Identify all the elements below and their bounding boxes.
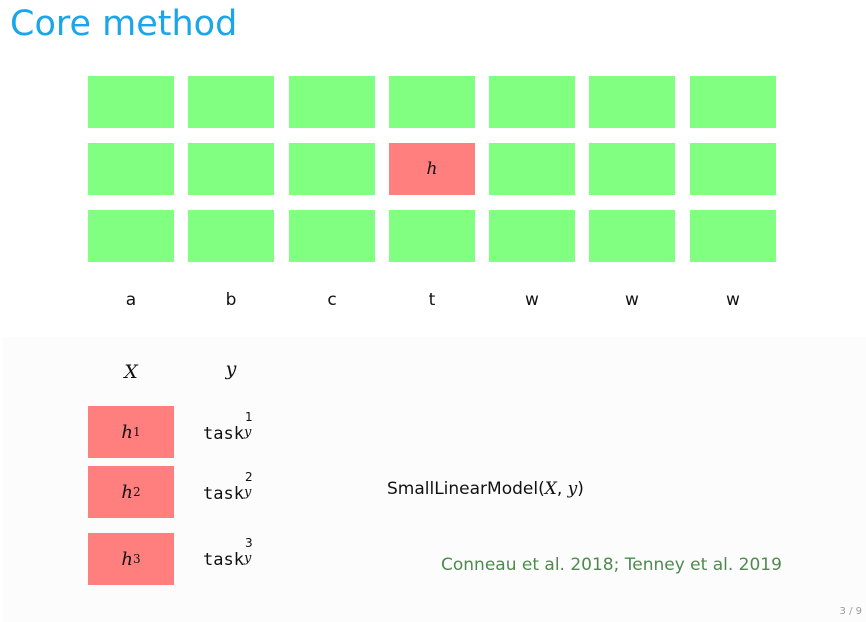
hidden-state-cell-2-0 (88, 210, 174, 262)
highlight-label: h (426, 159, 438, 179)
hidden-state-cell-0-3 (389, 76, 475, 128)
hidden-state-cell-1-5 (589, 143, 675, 195)
hidden-state-cell-1-1 (188, 143, 274, 195)
hidden-state-cell-2-3 (389, 210, 475, 262)
token-label-3: t (428, 290, 436, 310)
token-label-5: w (625, 290, 639, 310)
x-header: X (124, 361, 138, 383)
hidden-state-cell-0-5 (589, 76, 675, 128)
token-label-4: w (525, 290, 539, 310)
hidden-state-cell-1-2 (289, 143, 375, 195)
hidden-state-cell-0-0 (88, 76, 174, 128)
task-label-1: task 1 y (203, 410, 253, 444)
hidden-state-cell-0-2 (289, 76, 375, 128)
hidden-state-cell-2-5 (589, 210, 675, 262)
hidden-state-cell-0-6 (690, 76, 776, 128)
slide-title: Core method (10, 4, 238, 44)
token-label-0: a (125, 290, 137, 310)
token-label-2: c (327, 290, 337, 310)
hidden-state-cell-2-6 (690, 210, 776, 262)
page-number: 3 / 9 (839, 606, 862, 617)
hidden-state-cell-1-3: h (389, 143, 475, 195)
token-label-1: b (225, 290, 237, 310)
model-formula: SmallLinearModel(X, y) (387, 479, 584, 499)
hidden-state-cell-0-1 (188, 76, 274, 128)
task-label-3: task 3 y (203, 536, 253, 570)
hidden-state-cell-2-4 (489, 210, 575, 262)
hidden-state-cell-1-0 (88, 143, 174, 195)
y-header: y (225, 358, 237, 380)
token-label-6: w (726, 290, 740, 310)
citation: Conneau et al. 2018; Tenney et al. 2019 (441, 555, 782, 575)
hidden-state-cell-0-4 (489, 76, 575, 128)
hidden-state-cell-2-1 (188, 210, 274, 262)
hidden-state-cell-1-6 (690, 143, 776, 195)
hidden-state-cell-1-4 (489, 143, 575, 195)
task-label-2: task 2 y (203, 470, 253, 504)
hidden-state-cell-2-2 (289, 210, 375, 262)
